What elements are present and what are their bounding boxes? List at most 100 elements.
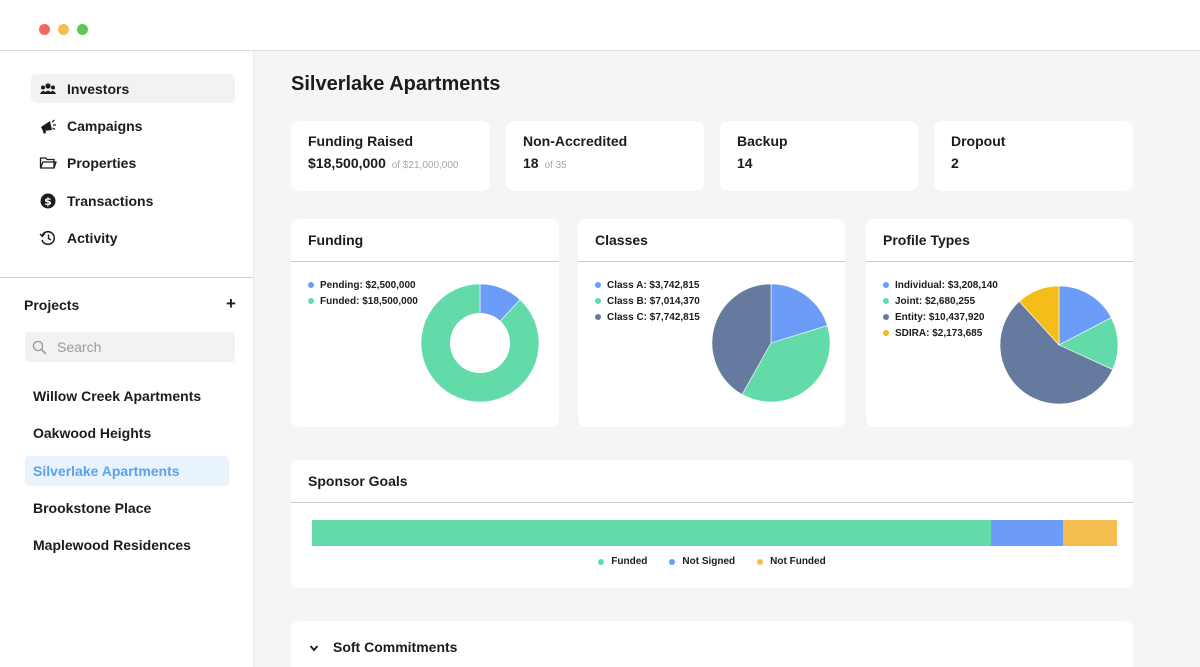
card-divider bbox=[866, 261, 1133, 262]
legend-label: Individual: $3,208,140 bbox=[895, 279, 998, 291]
stat-card-non-accredited: Non-Accredited 18 of 35 bbox=[506, 121, 704, 191]
legend-label: Not Funded bbox=[770, 556, 826, 567]
profile-types-pie-chart bbox=[999, 285, 1119, 405]
legend-item-individual: Individual: $3,208,140 bbox=[883, 277, 998, 293]
legend-swatch bbox=[308, 282, 314, 288]
stat-sub: of $21,000,000 bbox=[391, 160, 459, 171]
nav-label: Campaigns bbox=[67, 117, 143, 134]
legend-swatch bbox=[669, 558, 676, 565]
window-titlebar bbox=[0, 0, 1200, 51]
card-title: Funding bbox=[308, 232, 364, 248]
legend-label: SDIRA: $2,173,685 bbox=[895, 327, 983, 339]
bar-segment-not-funded[interactable] bbox=[1063, 520, 1117, 546]
page-title: Silverlake Apartments bbox=[291, 73, 501, 95]
users-icon bbox=[39, 82, 57, 94]
legend-item-funded: Funded bbox=[598, 556, 647, 567]
project-item-brookstone[interactable]: Brookstone Place bbox=[33, 500, 152, 516]
profile-types-card: Profile Types Individual: $3,208,140 Join… bbox=[866, 219, 1133, 427]
legend-item-class-c: Class C: $7,742,815 bbox=[595, 309, 700, 325]
soft-commitments-card[interactable]: Soft Commitments bbox=[291, 621, 1133, 667]
card-title: Classes bbox=[595, 232, 648, 248]
pie-slice-sdira[interactable] bbox=[1018, 285, 1060, 346]
close-window-button[interactable] bbox=[39, 24, 50, 35]
funding-card: Funding Pending: $2,500,000 Funded: $18,5… bbox=[291, 219, 559, 427]
pie-slice-joint[interactable] bbox=[1058, 317, 1119, 370]
card-divider bbox=[291, 502, 1133, 503]
legend-item-joint: Joint: $2,680,255 bbox=[883, 293, 998, 309]
search-input[interactable] bbox=[57, 339, 207, 355]
project-item-maplewood[interactable]: Maplewood Residences bbox=[33, 537, 191, 553]
history-icon bbox=[39, 230, 55, 245]
legend-item-not-signed: Not Signed bbox=[669, 556, 735, 567]
legend-label: Funded: $18,500,000 bbox=[320, 295, 418, 307]
stat-value: $18,500,000 of $21,000,000 bbox=[308, 155, 458, 171]
project-item-silverlake[interactable]: Silverlake Apartments bbox=[25, 456, 229, 486]
legend-item-funded: Funded: $18,500,000 bbox=[308, 293, 418, 309]
nav-label: Properties bbox=[67, 154, 137, 171]
legend-item-entity: Entity: $10,437,920 bbox=[883, 309, 998, 325]
nav-item-properties[interactable]: Properties bbox=[31, 148, 235, 177]
card-divider bbox=[578, 261, 845, 262]
projects-heading: Projects bbox=[24, 297, 80, 313]
pie-slice-class-b[interactable] bbox=[741, 325, 831, 403]
legend-swatch bbox=[595, 282, 601, 288]
maximize-window-button[interactable] bbox=[77, 24, 88, 35]
legend-swatch bbox=[598, 558, 605, 565]
nav-item-transactions[interactable]: $ Transactions bbox=[31, 186, 235, 215]
pie-slice-individual[interactable] bbox=[1058, 285, 1112, 346]
stat-number: 14 bbox=[737, 155, 753, 171]
legend-item-sdira: SDIRA: $2,173,685 bbox=[883, 325, 998, 341]
stat-card-funding-raised: Funding Raised $18,500,000 of $21,000,00… bbox=[291, 121, 490, 191]
project-item-willow-creek[interactable]: Willow Creek Apartments bbox=[33, 388, 202, 404]
stat-label: Non-Accredited bbox=[523, 133, 628, 149]
soft-commitments-title: Soft Commitments bbox=[333, 639, 458, 655]
stat-value: 18 of 35 bbox=[523, 155, 567, 171]
legend-swatch bbox=[883, 330, 889, 336]
nav-item-activity[interactable]: Activity bbox=[31, 223, 235, 252]
legend-swatch bbox=[308, 298, 314, 304]
legend-swatch bbox=[883, 298, 889, 304]
stat-sub: of 35 bbox=[544, 160, 567, 171]
chart-legend: Pending: $2,500,000 Funded: $18,500,000 bbox=[308, 277, 418, 309]
legend-swatch bbox=[595, 298, 601, 304]
legend-label: Joint: $2,680,255 bbox=[895, 295, 976, 307]
dollar-icon: $ bbox=[40, 193, 56, 208]
legend-label: Funded bbox=[611, 556, 648, 567]
add-project-button[interactable]: + bbox=[226, 294, 236, 313]
legend-swatch bbox=[757, 558, 764, 565]
stat-card-backup: Backup 14 bbox=[720, 121, 918, 191]
project-item-oakwood-heights[interactable]: Oakwood Heights bbox=[33, 425, 152, 441]
classes-pie-chart bbox=[711, 283, 831, 403]
nav-label: Investors bbox=[67, 80, 130, 97]
card-title: Sponsor Goals bbox=[308, 473, 408, 489]
pie-slice-class-a[interactable] bbox=[770, 283, 828, 344]
bar-segment-not-signed[interactable] bbox=[990, 520, 1064, 546]
nav-item-investors[interactable]: Investors bbox=[31, 74, 235, 103]
legend-item-pending: Pending: $2,500,000 bbox=[308, 277, 418, 293]
legend-swatch bbox=[595, 314, 601, 320]
sidebar-divider bbox=[0, 277, 253, 278]
pie-slice-entity[interactable] bbox=[999, 300, 1114, 405]
legend-swatch bbox=[883, 282, 889, 288]
sidebar: Investors Campaigns Properties $ Transac… bbox=[0, 51, 254, 667]
chart-legend: Individual: $3,208,140 Joint: $2,680,255 E… bbox=[883, 277, 998, 341]
svg-text:$: $ bbox=[44, 195, 52, 208]
chart-legend: Class A: $3,742,815 Class B: $7,014,370 Cl… bbox=[595, 277, 700, 325]
stat-value: 2 bbox=[951, 155, 959, 171]
legend-swatch bbox=[883, 314, 889, 320]
bar-segment-funded[interactable] bbox=[312, 520, 991, 546]
project-search[interactable] bbox=[25, 332, 235, 362]
stat-number: 2 bbox=[951, 155, 959, 171]
chevron-down-icon[interactable] bbox=[308, 642, 320, 654]
donut-hole bbox=[450, 313, 510, 373]
legend-item-not-funded: Not Funded bbox=[757, 556, 826, 567]
sponsor-goals-card: Sponsor Goals Funded Not Signed Not Funded bbox=[291, 460, 1133, 588]
nav-item-campaigns[interactable]: Campaigns bbox=[31, 111, 235, 140]
legend-label: Class B: $7,014,370 bbox=[607, 295, 700, 307]
nav-label: Transactions bbox=[67, 192, 154, 209]
card-title: Profile Types bbox=[883, 232, 970, 248]
stat-label: Dropout bbox=[951, 133, 1006, 149]
legend-label: Class C: $7,742,815 bbox=[607, 311, 700, 323]
pie-slice-class-c[interactable] bbox=[711, 283, 772, 395]
minimize-window-button[interactable] bbox=[58, 24, 69, 35]
